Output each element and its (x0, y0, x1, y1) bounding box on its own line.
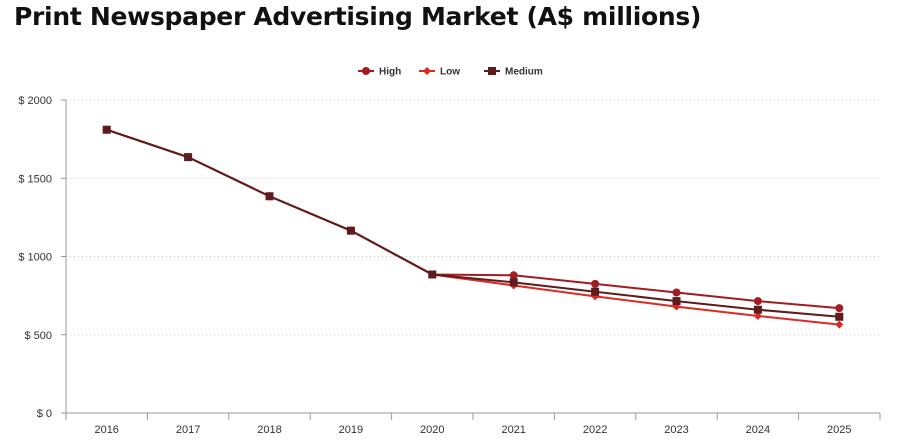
y-axis-ticks: $ 0 $ 500 $ 1000 $ 1500 $ 2000 (18, 95, 66, 420)
x-axis-ticks: 2016 2017 2018 2019 2020 2021 2022 2023 2024 2025 (65, 413, 881, 436)
data-point-high (509, 271, 518, 280)
data-point-high (753, 297, 762, 306)
x-tick-label: 2025 (827, 424, 851, 436)
legend-label: High (379, 67, 401, 78)
data-point-medium (265, 192, 274, 201)
y-tick-label: $ 2000 (18, 95, 52, 107)
data-point-high (591, 279, 600, 288)
legend-marker (488, 67, 496, 75)
legend-label: Low (440, 67, 460, 78)
series-line-medium (106, 128, 840, 318)
legend-label: Medium (505, 67, 543, 78)
legend-item-medium[interactable]: Medium (484, 67, 543, 78)
x-tick-label: 2024 (746, 424, 770, 436)
data-point-high (672, 288, 681, 297)
y-tick-label: $ 1000 (18, 252, 52, 264)
x-tick-label: 2019 (339, 424, 363, 436)
legend-marker (362, 67, 370, 75)
chart-series (102, 125, 844, 329)
x-tick-label: 2017 (176, 424, 200, 436)
x-tick-label: 2020 (420, 424, 444, 436)
legend-item-high[interactable]: High (358, 67, 401, 78)
chart-axes (65, 100, 880, 414)
y-tick-label: $ 0 (37, 408, 52, 420)
data-point-medium (753, 305, 762, 314)
data-point-low (835, 320, 844, 329)
x-tick-label: 2023 (664, 424, 688, 436)
chart-legend: High Low Medium (358, 67, 543, 78)
data-point-medium (428, 270, 437, 279)
data-point-medium (102, 125, 111, 134)
series-medium (102, 125, 844, 321)
series-high (102, 125, 844, 313)
data-point-medium (509, 278, 518, 287)
data-point-medium (835, 312, 844, 321)
y-tick-label: $ 1500 (18, 173, 52, 185)
x-tick-label: 2016 (94, 424, 118, 436)
x-tick-label: 2018 (257, 424, 281, 436)
legend-item-low[interactable]: Low (419, 67, 460, 78)
data-point-medium (672, 297, 681, 306)
series-line-low (106, 128, 840, 326)
data-point-medium (346, 226, 355, 235)
data-point-medium (184, 153, 193, 162)
x-tick-label: 2022 (583, 424, 607, 436)
x-tick-label: 2021 (501, 424, 525, 436)
data-point-high (835, 304, 844, 313)
series-line-high (106, 128, 840, 310)
legend-marker (423, 67, 431, 75)
data-point-low (753, 311, 762, 320)
data-point-medium (591, 287, 600, 296)
y-tick-label: $ 500 (24, 330, 52, 342)
chart-title: Print Newspaper Advertising Market (A$ m… (14, 2, 702, 31)
